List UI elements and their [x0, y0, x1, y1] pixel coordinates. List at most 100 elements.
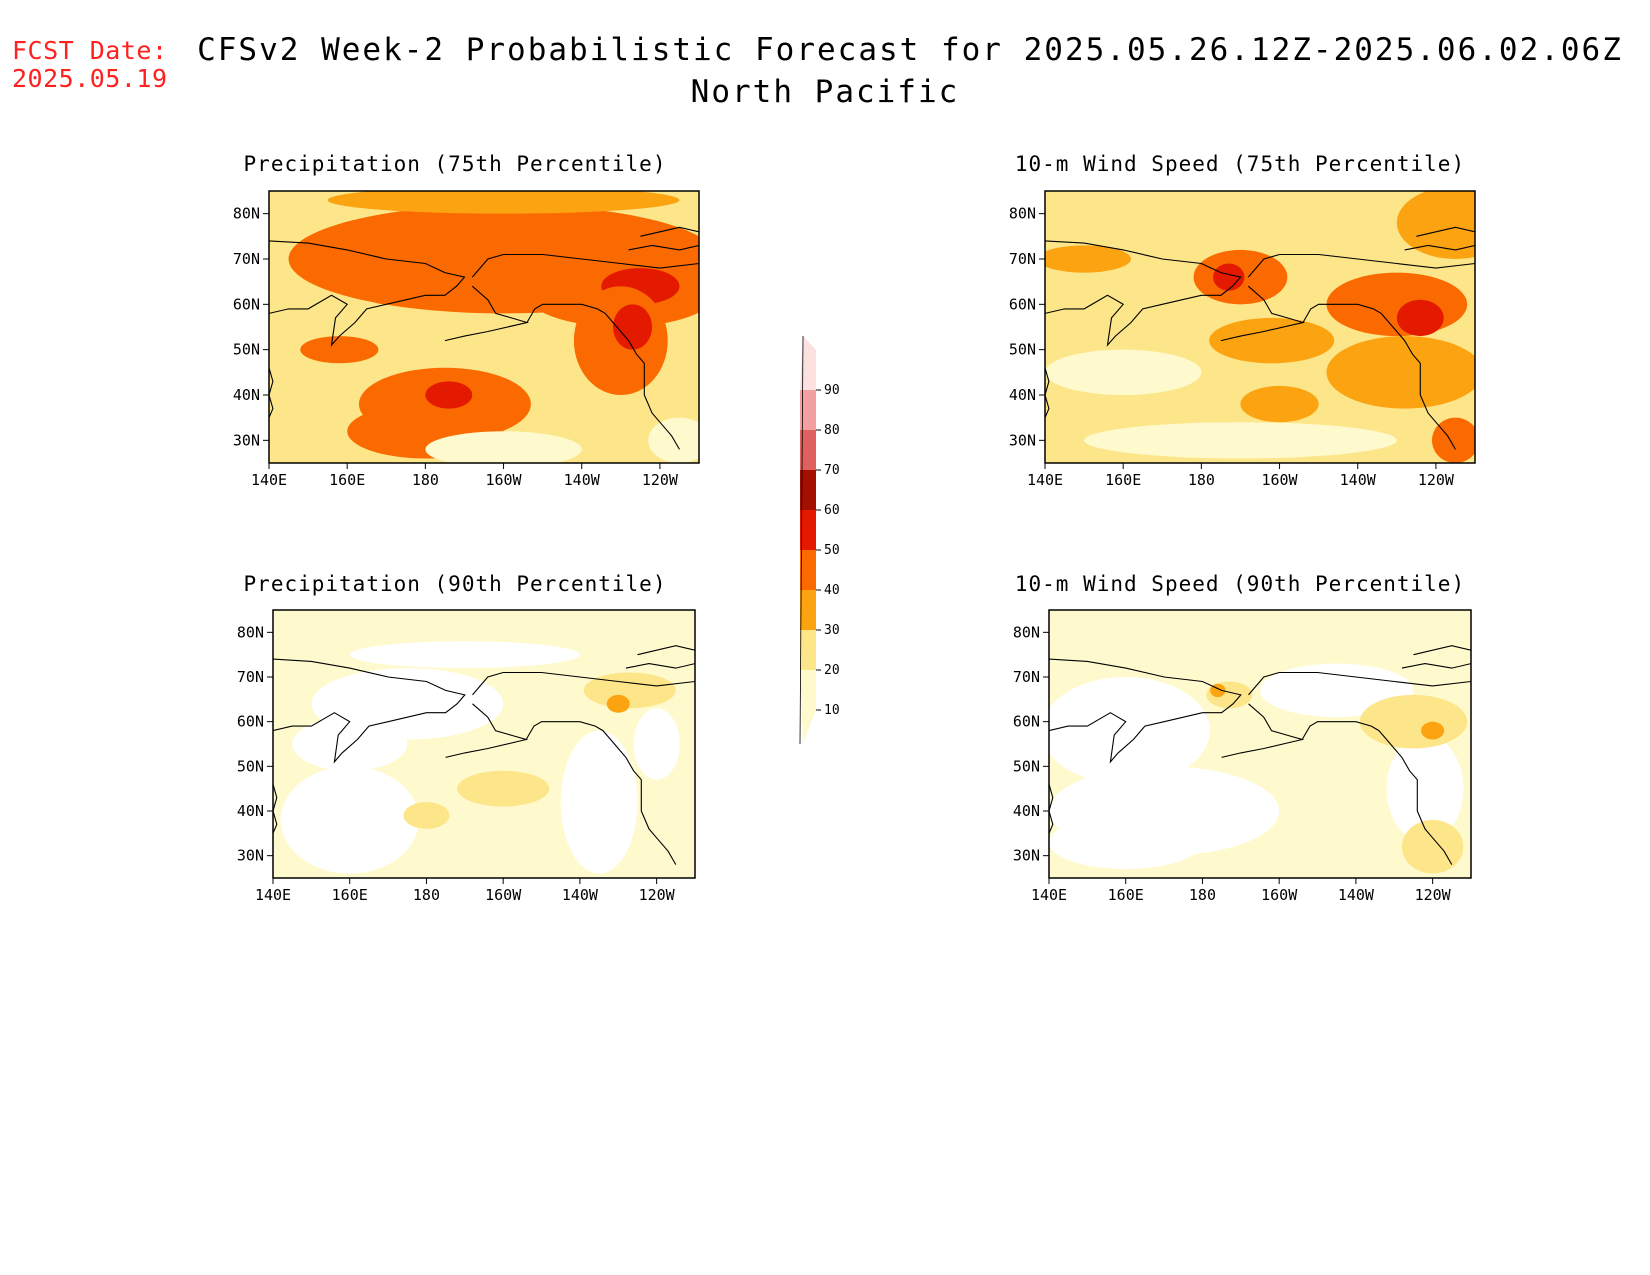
colorbar-cell [800, 430, 816, 470]
colorbar-label: 40 [824, 583, 840, 598]
coastline [628, 244, 699, 251]
probability-contour-region [1396, 299, 1444, 337]
lat-tick-label: 30N [1013, 847, 1040, 865]
lon-tick-label: 180 [413, 886, 440, 904]
coastline [444, 285, 530, 342]
lon-tick-label: 160E [1108, 886, 1144, 904]
probability-contour-region [606, 694, 630, 713]
coastline [525, 721, 677, 865]
map-plot-area: 80N 70N 60N 50N 40N 30N 140E 160E 180 160W 140W 120… [237, 609, 696, 904]
probability-contour-region [633, 708, 680, 780]
probability-contour-region [1049, 815, 1203, 870]
coastline [1248, 671, 1471, 696]
lon-tick-label: 140W [1338, 886, 1375, 904]
colorbar-cell [800, 550, 816, 590]
coastline [526, 303, 680, 450]
coastline [1247, 253, 1475, 278]
probability-contour-region [1084, 422, 1397, 459]
lat-tick-label: 80N [237, 623, 264, 641]
panel-title-precip-75: Precipitation (75th Percentile) [243, 152, 667, 176]
coastline [1416, 226, 1475, 237]
colorbar-cell [800, 470, 816, 510]
lat-tick-label: 30N [233, 431, 260, 449]
lon-tick-label: 120W [639, 886, 676, 904]
lon-tick-label: 160E [1105, 471, 1141, 489]
colorbar-cell [800, 390, 816, 430]
map-frame [272, 609, 696, 879]
coastline [1401, 663, 1471, 669]
lat-tick-label: 50N [237, 757, 264, 775]
lat-tick-label: 80N [1009, 205, 1036, 223]
map-frame [268, 190, 700, 464]
colorbar-boxes: 10 20 30 40 50 60 70 80 90 [799, 335, 840, 745]
coastline [273, 658, 466, 764]
precip-90-map: 80N 70N 60N 50N 40N 30N 140E 160E 180 160W 140W 120… [237, 609, 696, 904]
coastline [1221, 703, 1305, 758]
lat-tick-label: 40N [237, 802, 264, 820]
lat-tick-label: 70N [1013, 668, 1040, 686]
lat-tick-label: 50N [1009, 341, 1036, 359]
probability-contour-region [292, 717, 408, 771]
page-title: CFSv2 Week-2 Probabilistic Forecast for … [197, 32, 1623, 68]
map-frame [1044, 190, 1476, 464]
probability-contour-region [560, 730, 638, 874]
map-plot-area: 80N 70N 60N 50N 40N 30N 140E 160E 180 160W 140W 120… [1009, 190, 1476, 489]
coastline [1045, 240, 1242, 347]
coastline [1413, 645, 1471, 656]
lat-tick-label: 60N [1013, 713, 1040, 731]
colorbar-label: 70 [824, 463, 840, 478]
fcst-date-value: 2025.05.19 [12, 64, 168, 93]
lat-tick-label: 50N [233, 341, 260, 359]
coastline [472, 671, 695, 696]
probability-contour-region [300, 336, 379, 364]
lat-tick-label: 40N [1009, 386, 1036, 404]
lat-tick-label: 70N [237, 668, 264, 686]
probability-contour-region [613, 304, 653, 350]
lon-tick-label: 120W [642, 471, 679, 489]
probability-contour-region [349, 641, 580, 669]
coastline [1049, 658, 1242, 764]
lon-tick-label: 120W [1415, 886, 1452, 904]
coastline [471, 253, 699, 278]
coastline [637, 645, 695, 656]
probability-contour-region [583, 672, 676, 709]
probability-contour-region [327, 191, 680, 214]
probability-contour-region [648, 417, 699, 463]
colorbar-cell [800, 630, 816, 670]
lon-tick-label: 180 [1189, 886, 1216, 904]
lat-tick-label: 80N [233, 205, 260, 223]
lon-tick-label: 140E [1031, 886, 1067, 904]
colorbar-label: 90 [824, 383, 840, 398]
probability-contour-region [1049, 677, 1211, 785]
lon-tick-label: 160E [332, 886, 368, 904]
precip-75-map: 80N 70N 60N 50N 40N 30N 140E 160E 180 160W 140W 120… [233, 190, 700, 489]
probability-contour-region [1045, 349, 1202, 395]
lon-tick-label: 140W [1340, 471, 1377, 489]
coastline [273, 784, 278, 834]
coastline [1404, 244, 1475, 251]
probability-contour-region [403, 802, 450, 829]
colorbar-cell [800, 336, 816, 390]
probability-contour-region [1359, 694, 1468, 749]
lon-tick-label: 160E [329, 471, 365, 489]
lat-tick-label: 40N [1013, 802, 1040, 820]
probability-contour-region [1045, 245, 1131, 273]
lat-tick-label: 60N [237, 713, 264, 731]
lon-tick-label: 180 [1188, 471, 1215, 489]
coastline [1049, 784, 1054, 834]
probability-contour-region [425, 381, 473, 409]
fcst-date-label: FCST Date: [12, 36, 168, 65]
page-subtitle: North Pacific [690, 74, 960, 110]
probability-colorbar: 10 20 30 40 50 60 70 80 90 [799, 335, 840, 745]
coastline [269, 240, 466, 347]
lon-tick-label: 160W [485, 471, 522, 489]
coastline [1045, 367, 1050, 418]
map-plot-area: 80N 70N 60N 50N 40N 30N 140E 160E 180 160W 140W 120… [1013, 609, 1472, 904]
wind-90-map: 80N 70N 60N 50N 40N 30N 140E 160E 180 160W 140W 120… [1013, 609, 1472, 904]
lon-tick-label: 160W [485, 886, 522, 904]
probability-contour-region [1213, 263, 1245, 291]
probability-contour-region [280, 766, 419, 874]
coastline [1301, 721, 1453, 865]
lat-tick-label: 60N [233, 295, 260, 313]
coastline [1302, 303, 1456, 450]
